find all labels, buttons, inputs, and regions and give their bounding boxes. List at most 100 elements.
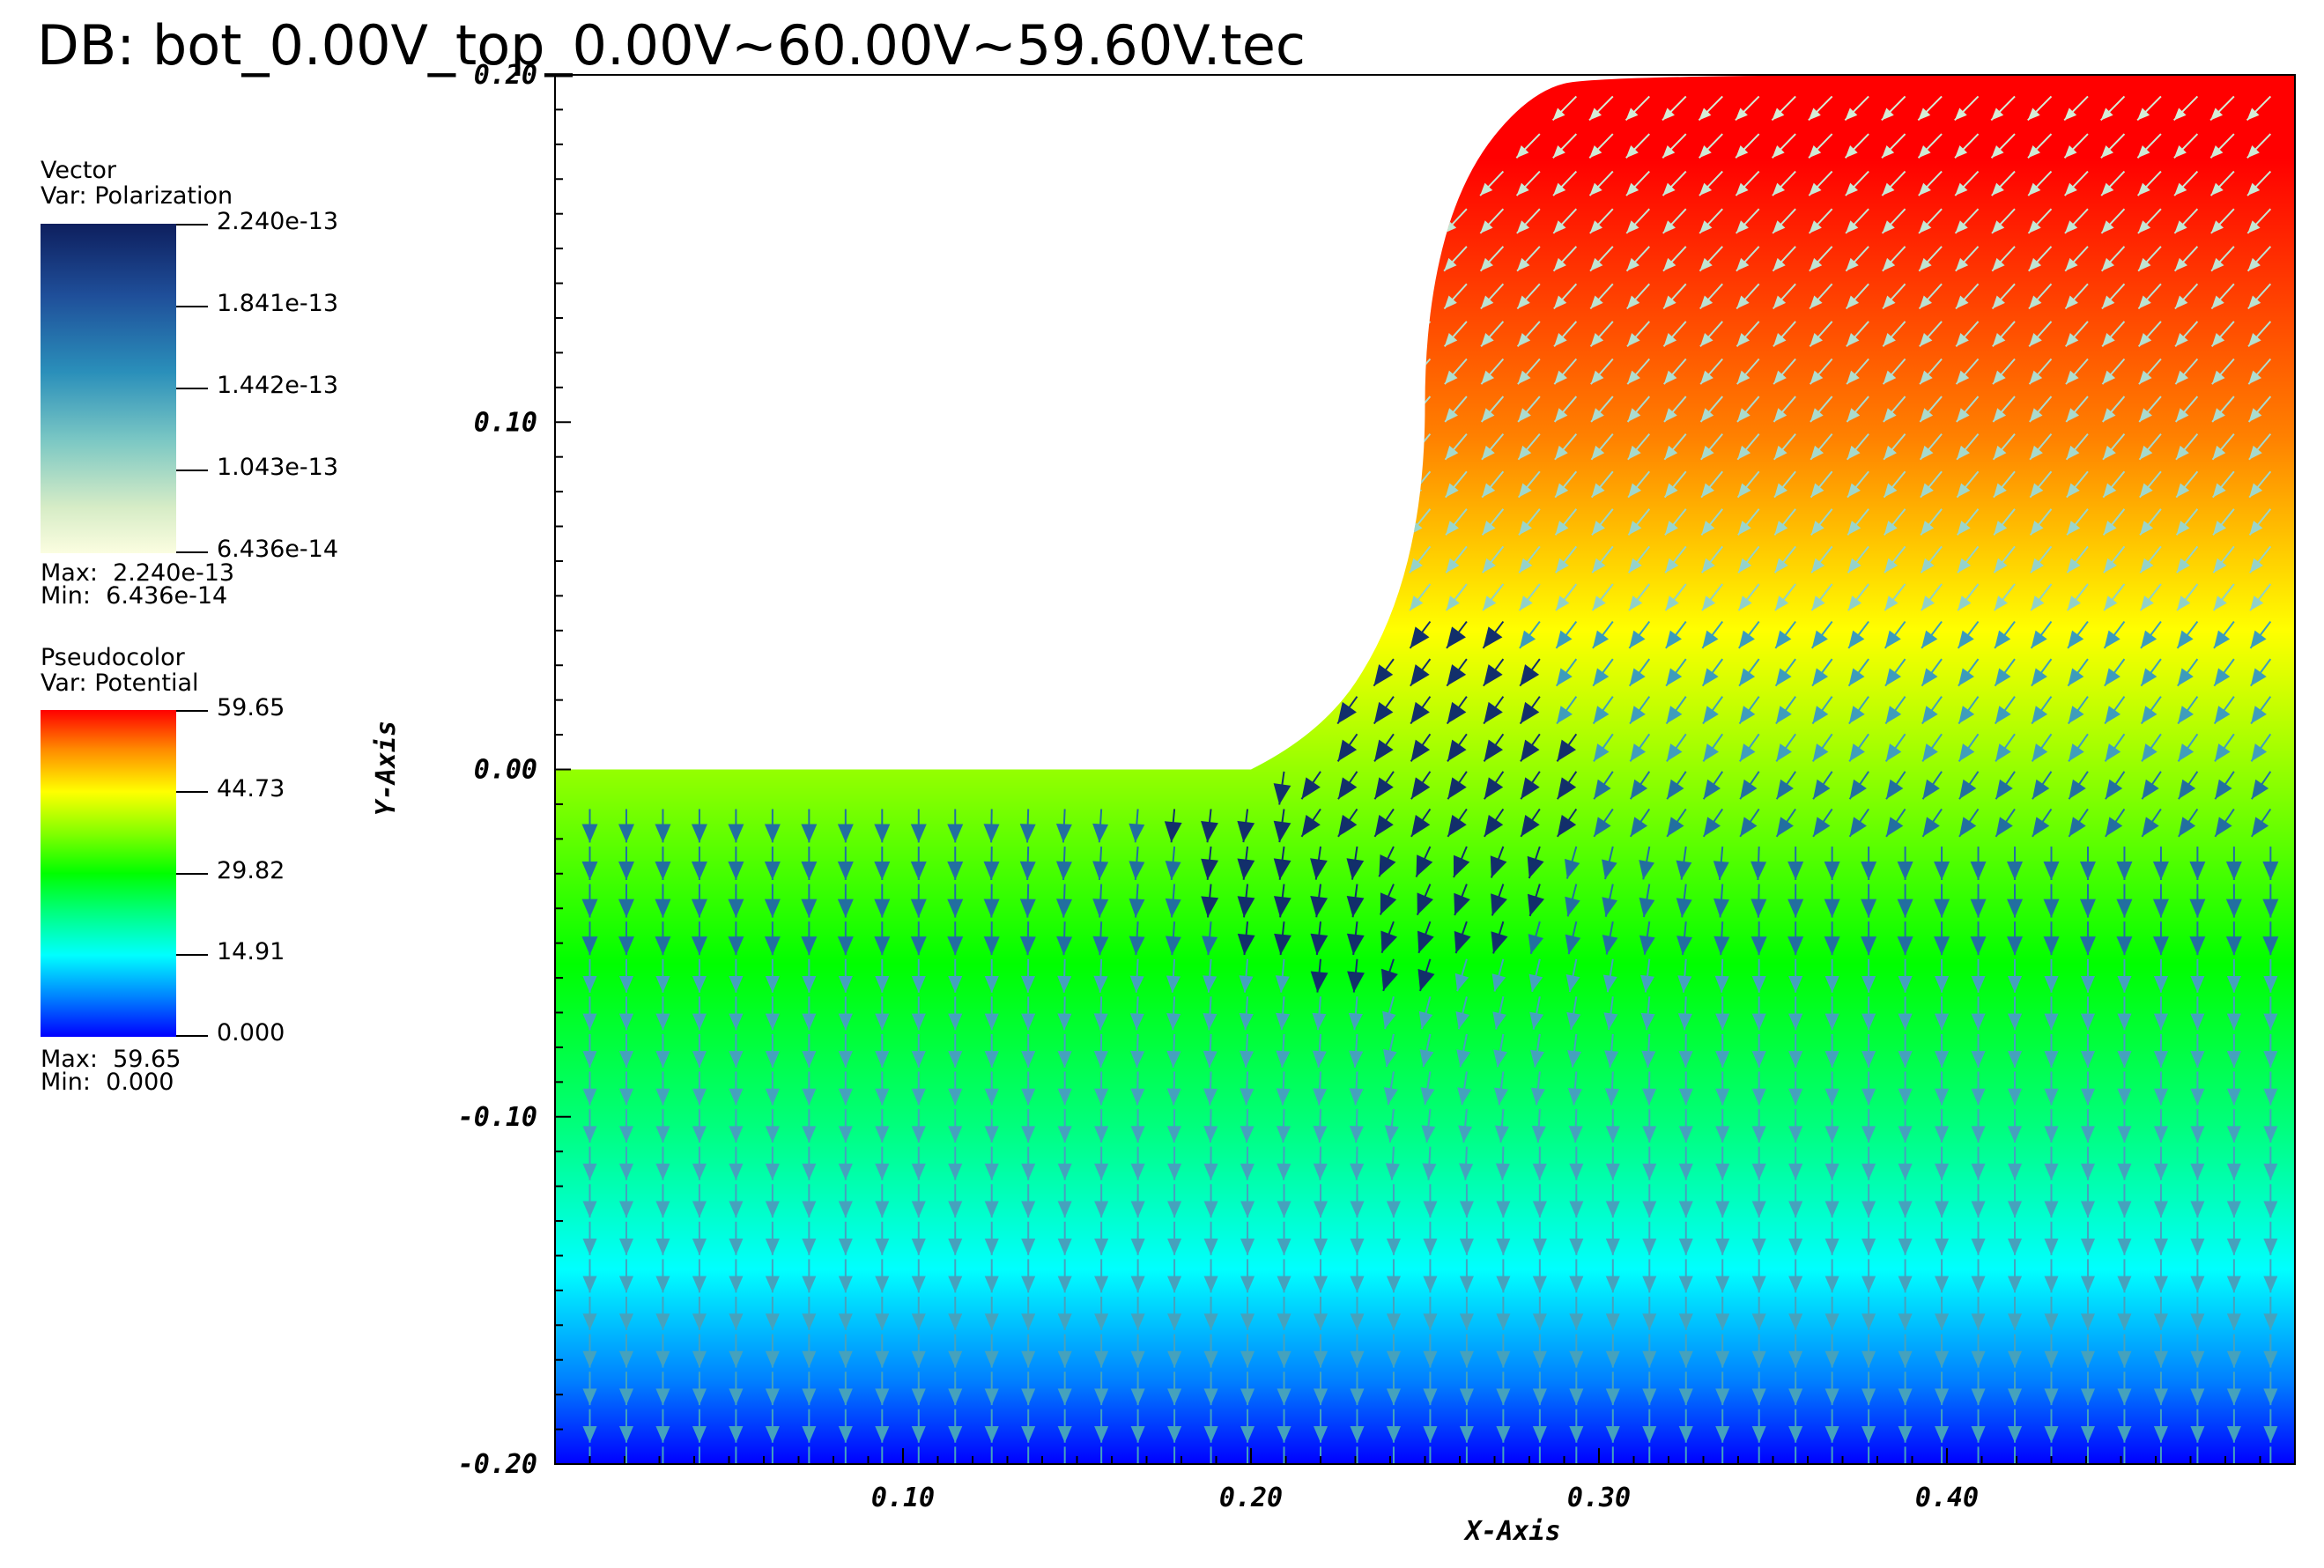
polarization-vector-head bbox=[2225, 899, 2242, 918]
polarization-vector-head bbox=[1665, 558, 1679, 573]
polarization-vector-head bbox=[1519, 521, 1533, 536]
polarization-vector-head bbox=[1775, 668, 1792, 686]
polarization-vector-head bbox=[1457, 1087, 1472, 1106]
polarization-vector-head bbox=[1237, 896, 1255, 918]
polarization-vector-head bbox=[618, 1276, 634, 1293]
polarization-vector-head bbox=[875, 1201, 890, 1218]
polarization-vector-head bbox=[1703, 779, 1721, 800]
polarization-vector-head bbox=[1885, 706, 1902, 724]
polarization-vector-head bbox=[1410, 626, 1430, 648]
polarization-vector-head bbox=[1774, 483, 1787, 498]
polarization-vector-head bbox=[1590, 370, 1604, 385]
polarization-vector-head bbox=[1847, 595, 1862, 611]
polarization-vector-head bbox=[838, 1425, 853, 1443]
polarization-vector-head bbox=[1130, 1276, 1145, 1293]
polarization-vector-head bbox=[911, 1201, 926, 1218]
polarization-vector-head bbox=[2226, 1013, 2241, 1031]
polarization-vector-head bbox=[2225, 862, 2242, 881]
polarization-vector-head bbox=[1531, 1125, 1546, 1143]
polarization-vector-head bbox=[1739, 706, 1756, 724]
polarization-vector-head bbox=[2101, 257, 2115, 271]
polarization-vector-head bbox=[1408, 370, 1422, 385]
polarization-vector-head bbox=[691, 936, 707, 956]
polarization-vector-head bbox=[1019, 861, 1036, 881]
polarization-vector-head bbox=[1662, 220, 1676, 233]
polarization-vector-head bbox=[947, 936, 964, 956]
polarization-vector-head bbox=[1021, 1425, 1036, 1443]
polarization-vector-head bbox=[1773, 445, 1787, 460]
polarization-vector-head bbox=[1556, 668, 1573, 686]
polarization-vector-head bbox=[802, 1350, 817, 1368]
polarization-vector-head bbox=[1971, 1239, 1986, 1255]
polarization-vector-head bbox=[1518, 445, 1532, 460]
polarization-vector-head bbox=[1715, 1313, 1730, 1330]
polarization-vector-head bbox=[764, 899, 781, 918]
polarization-vector-head bbox=[1922, 817, 1940, 837]
polarization-vector-head bbox=[2117, 1013, 2132, 1031]
polarization-vector-head bbox=[2211, 333, 2225, 347]
polarization-vector-head bbox=[1861, 1239, 1876, 1255]
polarization-vector-head bbox=[1410, 664, 1430, 686]
polarization-vector-head bbox=[1664, 408, 1677, 422]
polarization-vector-head bbox=[1918, 182, 1931, 196]
polarization-vector-head bbox=[1240, 1313, 1255, 1330]
polarization-vector-head bbox=[1273, 858, 1292, 880]
polarization-vector-head bbox=[1239, 1050, 1255, 1068]
polarization-vector-head bbox=[838, 976, 853, 993]
polarization-vector-head bbox=[1934, 862, 1950, 881]
y-tick-label: -0.10 bbox=[458, 1102, 537, 1133]
polarization-vector-head bbox=[1310, 933, 1329, 955]
polarization-vector-head bbox=[1480, 295, 1494, 309]
polarization-vector-head bbox=[618, 862, 634, 881]
polarization-vector-head bbox=[911, 1350, 926, 1368]
polarization-vector-head bbox=[1824, 1463, 1839, 1464]
polarization-vector-head bbox=[1164, 821, 1182, 843]
polarization-vector-head bbox=[1276, 1050, 1291, 1068]
polarization-vector-head bbox=[2080, 1201, 2096, 1218]
potential-colorbar-tick bbox=[176, 1035, 208, 1037]
polarization-vector-head bbox=[875, 1276, 890, 1293]
polarization-vector-head bbox=[1861, 899, 1877, 918]
polarization-vector-head bbox=[1774, 521, 1788, 536]
polarization-vector-head bbox=[1824, 899, 1840, 918]
polarization-vector-head bbox=[1383, 1087, 1398, 1105]
polarization-vector-head bbox=[655, 1239, 670, 1255]
polarization-vector-head bbox=[2226, 1276, 2241, 1293]
polarization-vector-head bbox=[692, 1013, 707, 1031]
polarization-vector-head bbox=[1898, 1163, 1913, 1180]
polarization-vector-head bbox=[2262, 862, 2279, 881]
polarization-vector-head bbox=[1555, 483, 1569, 498]
polarization-vector-head bbox=[655, 1163, 670, 1180]
polarization-vector-head bbox=[1664, 521, 1678, 536]
polarization-vector-head bbox=[1592, 595, 1606, 611]
polarization-vector-head bbox=[2263, 1126, 2278, 1143]
polarization-vector-head bbox=[1971, 976, 1986, 993]
polarization-vector-head bbox=[1935, 1239, 1950, 1255]
polarization-vector-head bbox=[1496, 1463, 1511, 1464]
polarization-vector-head bbox=[1517, 370, 1531, 385]
polarization-vector-head bbox=[1736, 370, 1750, 385]
polarization-vector-head bbox=[2215, 743, 2231, 762]
polarization-vector-head bbox=[2214, 668, 2231, 686]
polarization-vector-head bbox=[1240, 1163, 1255, 1180]
polarization-vector-head bbox=[582, 1463, 597, 1464]
polarization-vector-head bbox=[1713, 861, 1729, 880]
polarization-vector-head bbox=[1480, 257, 1493, 271]
polarization-vector-head bbox=[1678, 1201, 1693, 1218]
polarization-vector-head bbox=[1898, 1239, 1913, 1255]
polarization-vector-head bbox=[1386, 1276, 1401, 1293]
polarization-vector-head bbox=[1423, 1425, 1438, 1443]
polarization-vector-head bbox=[837, 862, 854, 881]
polarization-vector-head bbox=[1810, 295, 1823, 309]
polarization-vector-head bbox=[1713, 936, 1730, 956]
polarization-vector-head bbox=[1700, 370, 1713, 385]
polarization-vector-head bbox=[2251, 817, 2269, 837]
polarization-vector-head bbox=[1640, 1012, 1655, 1031]
potential-tick-label: 29.82 bbox=[217, 857, 285, 884]
polarization-vector-head bbox=[1496, 1388, 1511, 1406]
polarization-vector-head bbox=[1715, 1276, 1730, 1293]
polarization-vector-head bbox=[1313, 1350, 1329, 1368]
polarization-vector-head bbox=[2065, 333, 2079, 347]
x-tick-label: 0.30 bbox=[1567, 1483, 1631, 1513]
polarization-vector-head bbox=[765, 1425, 780, 1443]
